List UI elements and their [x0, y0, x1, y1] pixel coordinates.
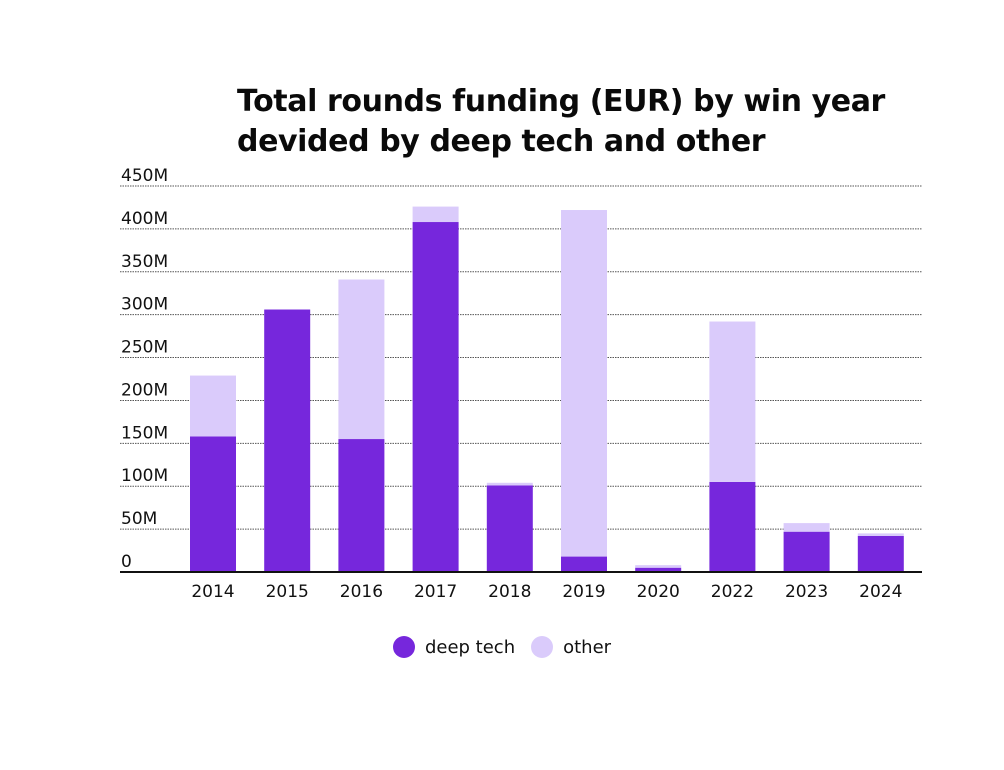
bar-other-2018 [486, 482, 533, 486]
y-tick-label: 50M [121, 509, 157, 529]
chart-title-line-2: devided by deep tech and other [237, 124, 766, 159]
bar-other-2022 [709, 321, 756, 482]
x-tick-label: 2015 [266, 582, 309, 602]
bar-other-2023 [783, 523, 830, 532]
legend-label-deep-tech: deep tech [424, 636, 516, 658]
legend-label-other: other [563, 636, 612, 658]
bar-deep-tech-2023 [783, 531, 830, 572]
y-tick-label: 100M [121, 466, 168, 486]
y-tick-label: 400M [121, 209, 168, 229]
x-tick-label: 2023 [785, 582, 828, 602]
bar-deep-tech-2016 [338, 439, 385, 572]
bar-deep-tech-2020 [635, 567, 682, 572]
bar-deep-tech-2018 [486, 485, 533, 572]
y-tick-label: 350M [121, 252, 168, 272]
x-tick-label: 2017 [414, 582, 457, 602]
y-tick-label: 450M [121, 166, 168, 186]
y-tick-label: 300M [121, 295, 168, 315]
x-tick-label: 2024 [859, 582, 902, 602]
legend-swatch-deep-tech [392, 636, 415, 658]
bar-other-2014 [190, 375, 236, 437]
y-axis-labels: 0 50M 100M 150M 200M 250M 300M 350M 400M 450M [121, 166, 168, 572]
chart-title: Total rounds funding (EUR) by win year d… [237, 82, 957, 162]
legend: deep tech other [0, 636, 1004, 658]
bar-other-2017 [412, 206, 459, 223]
bar-deep-tech-2024 [857, 535, 904, 572]
y-tick-label: 250M [121, 338, 168, 358]
x-axis-labels: 2014 2015 2016 2017 2018 2019 2020 2022 2023 2024 [191, 582, 902, 602]
legend-swatch-other [531, 636, 554, 658]
bar-other-2016 [338, 279, 385, 440]
x-tick-label: 2022 [711, 582, 754, 602]
chart-title-line-1: Total rounds funding (EUR) by win year [237, 84, 885, 119]
x-tick-label: 2016 [340, 582, 383, 602]
y-tick-label: 200M [121, 380, 168, 400]
bar-other-2020 [635, 565, 682, 568]
gridlines [120, 185, 922, 530]
y-tick-label: 150M [121, 423, 168, 443]
x-tick-label: 2018 [488, 582, 531, 602]
x-tick-label: 2014 [191, 582, 234, 602]
y-tick-label: 0 [121, 552, 132, 572]
bar-deep-tech-2022 [709, 481, 756, 572]
bars [190, 206, 904, 572]
bar-other-2019 [561, 210, 607, 557]
bar-deep-tech-2019 [561, 556, 607, 572]
legend-item-deep-tech: deep tech [392, 636, 516, 658]
x-tick-label: 2020 [637, 582, 680, 602]
x-tick-label: 2019 [562, 582, 605, 602]
bar-deep-tech-2017 [412, 222, 459, 572]
bar-deep-tech-2015 [264, 309, 311, 572]
bar-other-2024 [857, 533, 904, 536]
bar-deep-tech-2014 [190, 436, 236, 572]
legend-item-other: other [531, 636, 611, 658]
